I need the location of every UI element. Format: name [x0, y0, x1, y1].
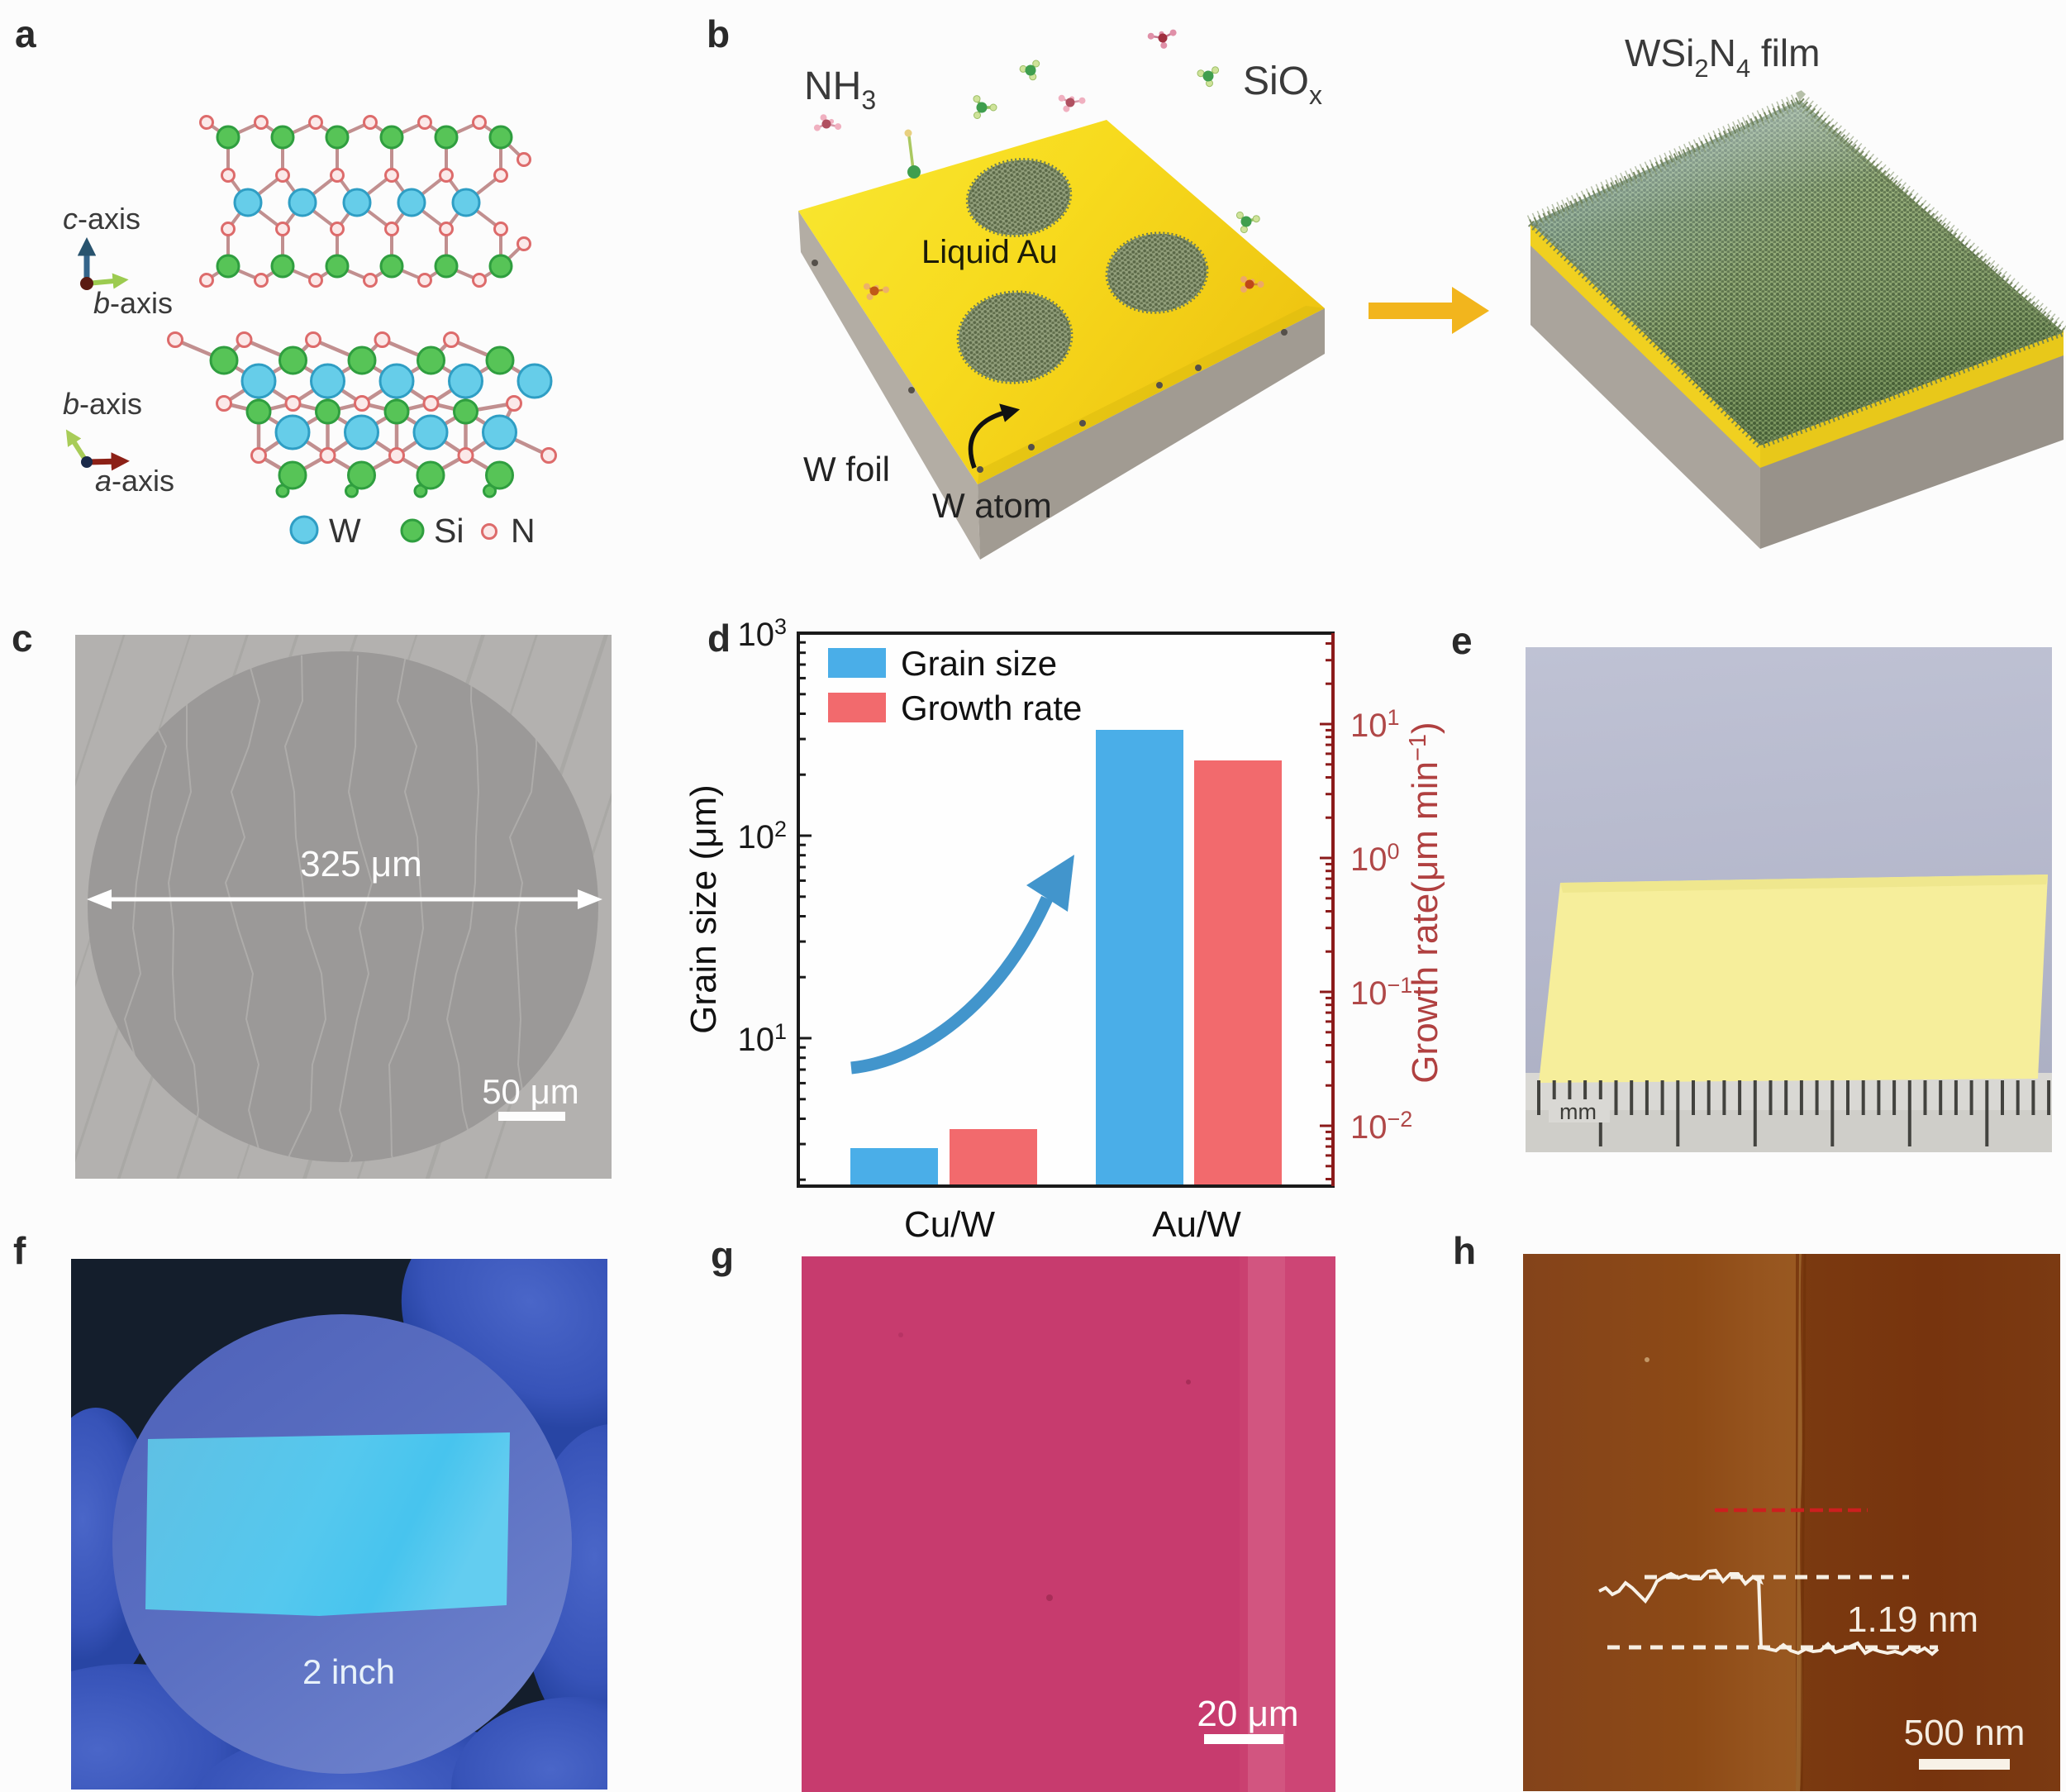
svg-text:2 inch: 2 inch [302, 1652, 395, 1691]
svg-text:NH3: NH3 [804, 64, 876, 115]
svg-text:102: 102 [737, 817, 787, 855]
svg-text:Si: Si [434, 512, 464, 550]
svg-text:101: 101 [1350, 705, 1400, 744]
svg-text:mm: mm [1559, 1099, 1597, 1124]
svg-text:Grain size: Grain size [901, 644, 1057, 683]
svg-text:N: N [511, 512, 536, 550]
svg-text:W: W [329, 512, 361, 550]
svg-text:WSi2N4 film: WSi2N4 film [1625, 31, 1820, 83]
svg-text:Grain size (μm): Grain size (μm) [686, 784, 724, 1034]
svg-text:500 nm: 500 nm [1904, 1713, 2026, 1753]
svg-text:c-axis: c-axis [63, 202, 140, 236]
svg-text:101: 101 [737, 1019, 787, 1058]
svg-text:W atom: W atom [932, 486, 1052, 525]
svg-text:325 μm: 325 μm [300, 844, 422, 884]
svg-text:b-axis: b-axis [63, 387, 142, 421]
svg-text:103: 103 [737, 614, 787, 653]
svg-text:10−1: 10−1 [1350, 973, 1412, 1012]
svg-text:50 μm: 50 μm [482, 1072, 579, 1111]
svg-text:Au/W: Au/W [1152, 1204, 1241, 1245]
svg-text:a-axis: a-axis [95, 464, 174, 498]
svg-text:SiOx: SiOx [1243, 60, 1322, 110]
svg-text:W foil: W foil [803, 450, 890, 489]
svg-text:Growth rate(μm min−1): Growth rate(μm min−1) [1405, 722, 1445, 1083]
svg-text:Cu/W: Cu/W [904, 1204, 995, 1245]
svg-text:Growth rate: Growth rate [901, 689, 1082, 727]
svg-text:10−2: 10−2 [1350, 1107, 1412, 1146]
svg-text:20 μm: 20 μm [1197, 1694, 1298, 1734]
svg-text:b-axis: b-axis [93, 286, 173, 320]
svg-text:100: 100 [1350, 839, 1400, 878]
svg-text:Liquid Au: Liquid Au [921, 234, 1058, 270]
svg-text:1.19 nm: 1.19 nm [1847, 1599, 1978, 1640]
